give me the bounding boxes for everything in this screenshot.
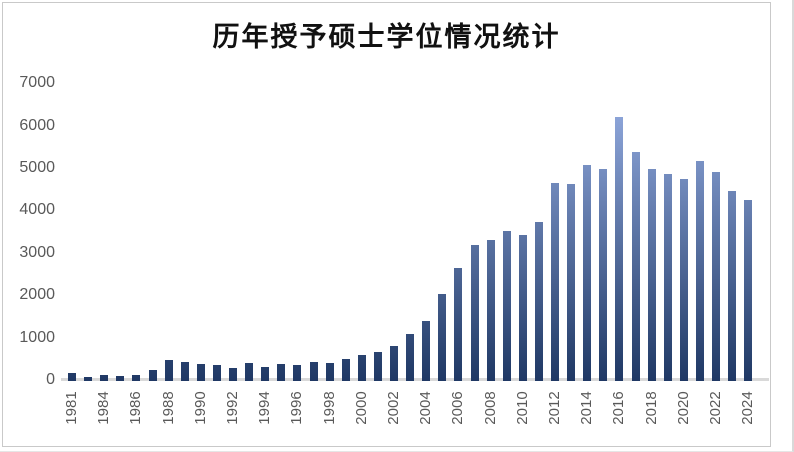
x-tick-label-2018: 2018 <box>643 391 660 425</box>
bar-1994 <box>261 367 269 381</box>
bar-2023 <box>728 191 736 381</box>
x-tick-label-1986: 1986 <box>127 391 144 425</box>
bar-2016 <box>615 117 623 381</box>
x-tick-label-1990: 1990 <box>192 391 209 425</box>
bar-1997 <box>310 362 318 381</box>
bar-2003 <box>406 334 414 381</box>
bar-2024 <box>744 200 752 381</box>
chart-title: 历年授予硕士学位情况统计 <box>212 22 561 52</box>
x-tick-label-1998: 1998 <box>321 391 338 425</box>
x-tick-label-2022: 2022 <box>707 391 724 425</box>
x-tick-label-1992: 1992 <box>224 391 241 425</box>
plot-area: 0 1000 2000 3000 4000 5000 6000 7000 1981 1984 19… <box>3 3 770 446</box>
bar-2005 <box>438 294 446 381</box>
bar-1996 <box>293 365 301 381</box>
y-tick-label-0: 0 <box>46 371 55 388</box>
x-tick-label-2024: 2024 <box>739 391 756 425</box>
bar-1986 <box>132 375 140 381</box>
bar-2008 <box>487 240 495 381</box>
bar-2020 <box>680 179 688 381</box>
y-tick-label-6000: 6000 <box>19 117 55 134</box>
x-tick-label-2002: 2002 <box>385 391 402 425</box>
x-tick-label-1996: 1996 <box>288 391 305 425</box>
bar-1984 <box>100 375 108 381</box>
bar-2014 <box>583 165 591 381</box>
x-tick-label-2014: 2014 <box>578 391 595 425</box>
bar-2015 <box>599 169 607 381</box>
bar-2010 <box>519 235 527 381</box>
bar-2019 <box>664 174 672 381</box>
bar-1991 <box>213 365 221 381</box>
bar-2013 <box>567 184 575 381</box>
bar-2018 <box>648 169 656 381</box>
bar-1981 <box>68 373 76 381</box>
bar-1992 <box>229 368 237 381</box>
x-axis-line <box>61 378 769 381</box>
bar-2004 <box>422 321 430 381</box>
bar-2006 <box>454 268 462 381</box>
x-tick-label-2010: 2010 <box>514 391 531 425</box>
x-tick-label-2006: 2006 <box>449 391 466 425</box>
bar-2002 <box>390 346 398 381</box>
x-tick-label-2004: 2004 <box>417 391 434 425</box>
bar-2007 <box>471 245 479 381</box>
bar-2001 <box>374 352 382 381</box>
y-tick-label-1000: 1000 <box>19 329 55 346</box>
y-tick-label-2000: 2000 <box>19 286 55 303</box>
bar-2011 <box>535 222 543 381</box>
bar-2022 <box>712 172 720 381</box>
bar-1993 <box>245 363 253 381</box>
y-tick-label-7000: 7000 <box>19 74 55 91</box>
bar-2012 <box>551 183 559 381</box>
bar-1990 <box>197 364 205 381</box>
y-tick-label-4000: 4000 <box>19 201 55 218</box>
x-tick-label-2012: 2012 <box>546 391 563 425</box>
bar-1995 <box>277 364 285 381</box>
bar-2017 <box>632 152 640 381</box>
x-tick-label-2008: 2008 <box>482 391 499 425</box>
x-tick-label-2016: 2016 <box>610 391 627 425</box>
bar-1998 <box>326 363 334 381</box>
bar-1999 <box>342 359 350 381</box>
x-tick-label-1981: 1981 <box>63 391 80 425</box>
bar-2021 <box>696 161 704 381</box>
x-tick-label-1984: 1984 <box>95 391 112 425</box>
x-tick-label-1994: 1994 <box>256 391 273 425</box>
y-tick-label-5000: 5000 <box>19 159 55 176</box>
bar-1987 <box>149 370 157 381</box>
bar-2000 <box>358 355 366 381</box>
x-tick-label-2020: 2020 <box>675 391 692 425</box>
bar-1985 <box>116 376 124 381</box>
bar-1982 <box>84 377 92 381</box>
bar-2009 <box>503 231 511 381</box>
bar-1988 <box>165 360 173 381</box>
chart-frame: 历年授予硕士学位情况统计 0 1000 2000 3000 4000 5000 6000 70… <box>2 2 771 447</box>
y-tick-label-3000: 3000 <box>19 244 55 261</box>
x-tick-label-2000: 2000 <box>353 391 370 425</box>
x-tick-label-1988: 1988 <box>160 391 177 425</box>
bar-1989 <box>181 362 189 381</box>
